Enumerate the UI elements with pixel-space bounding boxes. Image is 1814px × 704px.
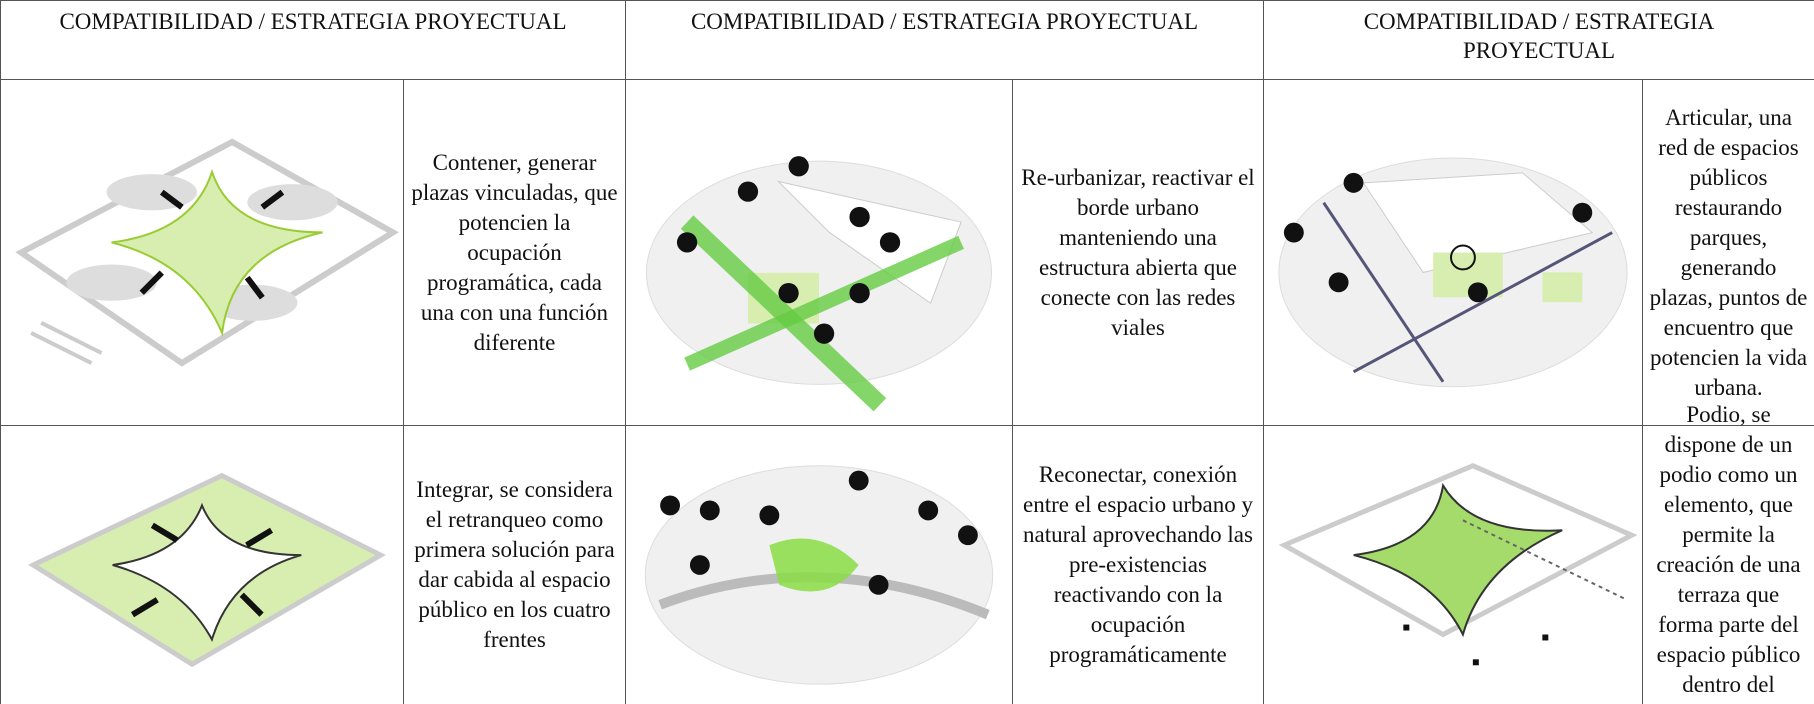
diagram <box>1 426 404 704</box>
diagram-red <box>1278 157 1628 388</box>
diagram <box>1 80 404 426</box>
cell-text: Contener, generar plazas vinculadas, que… <box>404 80 626 426</box>
diagram <box>1264 426 1643 704</box>
cell-text: Reconectar, conexión entre el espacio ur… <box>1013 426 1264 704</box>
diagram <box>1264 80 1643 426</box>
diagram-borde <box>645 156 993 412</box>
header-cell: COMPATIBILIDAD / ESTRATEGIA PROYECTUAL <box>1 1 626 80</box>
header-cell: COMPATIBILIDAD / ESTRATEGIA PROYECTUAL <box>1264 1 1814 80</box>
diagram-plazas <box>15 138 399 367</box>
cell-text: Re-urbanizar, reactivar el borde urbano … <box>1013 80 1264 426</box>
cell-text: Integrar, se considera el retranqueo com… <box>404 426 626 704</box>
header-cell: COMPATIBILIDAD / ESTRATEGIA PROYECTUAL <box>626 1 1264 80</box>
diagram-retranqueo <box>28 472 386 668</box>
cell-text: Articular, una red de espacios públicos … <box>1643 80 1814 426</box>
diagram <box>626 426 1013 704</box>
diagram <box>626 80 1013 426</box>
cell-text: Podio, se dispone de un podio como un el… <box>1643 402 1814 704</box>
diagram-reconectar <box>644 465 994 685</box>
diagram-podio <box>1278 463 1638 666</box>
